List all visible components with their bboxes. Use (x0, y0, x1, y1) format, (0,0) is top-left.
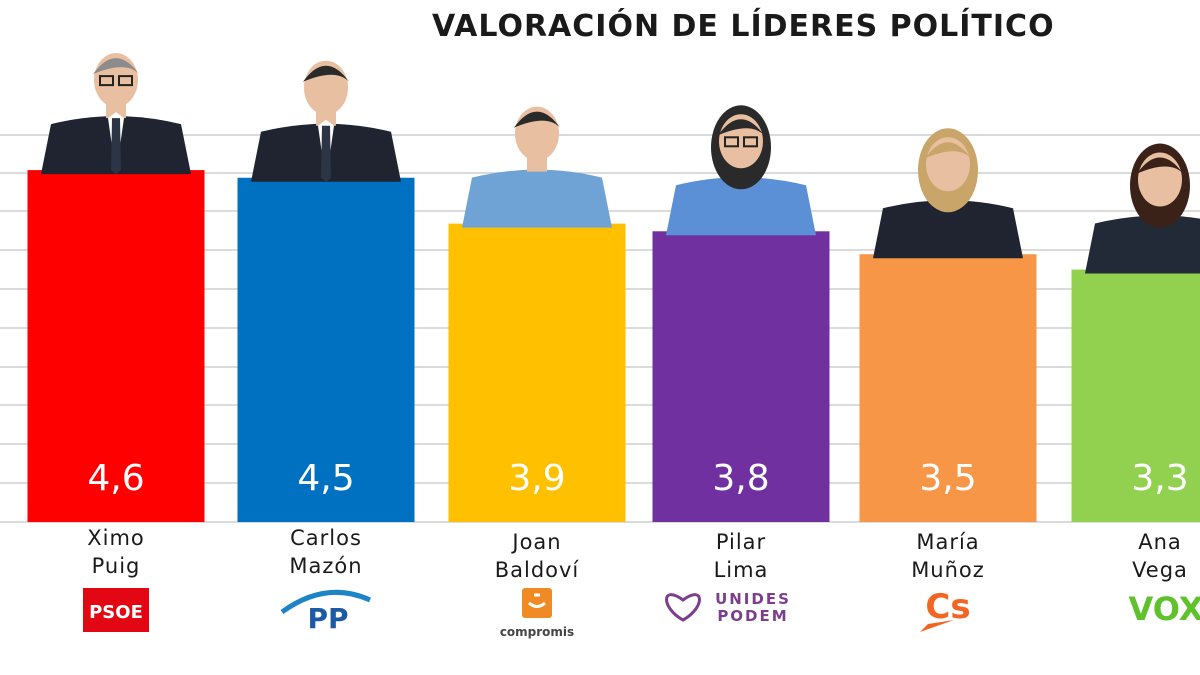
cs-logo: Cs (920, 587, 971, 632)
value-label-group: 4,6 4,5 3,9 3,8 3,5 3,3 (87, 458, 1188, 499)
portrait-photo (666, 105, 816, 236)
svg-text:VOX: VOX (1129, 590, 1200, 628)
portrait-photo (873, 128, 1023, 259)
portrait-photo (251, 60, 401, 182)
svg-text:compromis: compromis (500, 625, 574, 639)
leader-first-name: Pilar (716, 530, 766, 554)
bar-muñoz (859, 254, 1037, 522)
photo-group (41, 53, 1200, 274)
portrait-photo (462, 106, 612, 228)
leader-first-name: Joan (510, 530, 561, 554)
svg-text:PP: PP (307, 602, 348, 635)
leader-first-name: Ximo (87, 526, 145, 550)
bar-puig (27, 170, 205, 522)
svg-text:UNIDES: UNIDES (715, 590, 791, 608)
value-label: 4,5 (297, 458, 354, 499)
leader-last-name: Baldoví (495, 558, 580, 582)
vox-logo: VOX (1129, 590, 1200, 628)
bar-baldoví (448, 223, 626, 522)
leader-last-name: Lima (714, 558, 769, 582)
pp-logo: PP (280, 589, 372, 635)
name-label-group: Ximo Puig Carlos Mazón Joan Baldoví Pilar Lima M… (87, 526, 1188, 582)
leader-first-name: Carlos (290, 526, 362, 550)
svg-text:Cs: Cs (925, 587, 970, 627)
leader-first-name: Ana (1138, 530, 1182, 554)
svg-text:PSOE: PSOE (89, 602, 143, 623)
leader-last-name: Vega (1132, 558, 1188, 582)
value-label: 3,9 (508, 458, 565, 499)
bar-vega (1071, 269, 1200, 522)
svg-text:PODEM: PODEM (717, 607, 788, 625)
leader-first-name: María (916, 530, 979, 554)
compromis-logo: compromis (500, 588, 574, 639)
psoe-logo: PSOE (83, 588, 149, 632)
chart-title: VALORACIÓN DE LÍDERES POLÍTICO (432, 7, 1055, 44)
value-label: 3,3 (1131, 458, 1188, 499)
leader-last-name: Mazón (289, 554, 362, 578)
leader-last-name: Muñoz (911, 558, 985, 582)
bar-mazón (237, 177, 415, 522)
value-label: 3,8 (712, 458, 769, 499)
bar-lima (652, 231, 830, 523)
portrait-photo (1085, 143, 1200, 274)
bar-group (27, 170, 1200, 523)
portrait-photo (41, 53, 191, 175)
leader-last-name: Puig (92, 554, 141, 578)
value-label: 4,6 (87, 458, 144, 499)
value-label: 3,5 (919, 458, 976, 499)
